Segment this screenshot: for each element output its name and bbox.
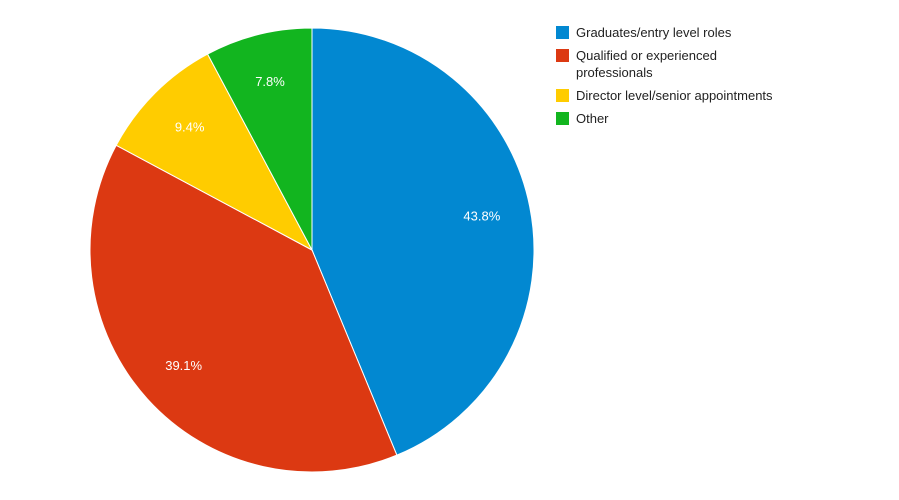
legend-swatch — [556, 89, 569, 102]
legend-label: Graduates/entry level roles — [576, 25, 732, 40]
legend-item-graduates[interactable]: Graduates/entry level roles — [556, 24, 806, 41]
pie-slice-qualified-professionals[interactable] — [89, 144, 398, 473]
pie-slice-director-level[interactable] — [115, 53, 314, 252]
slice-percent-label: 7.8% — [255, 74, 285, 89]
legend-swatch — [556, 49, 569, 62]
pie-slice-other[interactable] — [206, 27, 313, 251]
slice-percent-label: 9.4% — [175, 119, 205, 134]
chart-legend: Graduates/entry level roles Qualified or… — [556, 24, 806, 133]
legend-label: Director level/senior appointments — [576, 88, 773, 103]
legend-item-other[interactable]: Other — [556, 110, 806, 127]
pie-slice-graduates[interactable] — [311, 27, 535, 456]
legend-label: Other — [576, 111, 609, 126]
legend-swatch — [556, 112, 569, 125]
slice-percent-label: 39.1% — [165, 358, 202, 373]
slice-percent-label: 43.8% — [463, 208, 500, 223]
legend-swatch — [556, 26, 569, 39]
legend-item-qualified-professionals[interactable]: Qualified or experienced professionals — [556, 47, 806, 81]
legend-label: Qualified or experienced professionals — [576, 48, 717, 80]
pie-chart: 43.8% 39.1% 9.4% 7.8% — [89, 27, 535, 473]
legend-item-director-level[interactable]: Director level/senior appointments — [556, 87, 806, 104]
